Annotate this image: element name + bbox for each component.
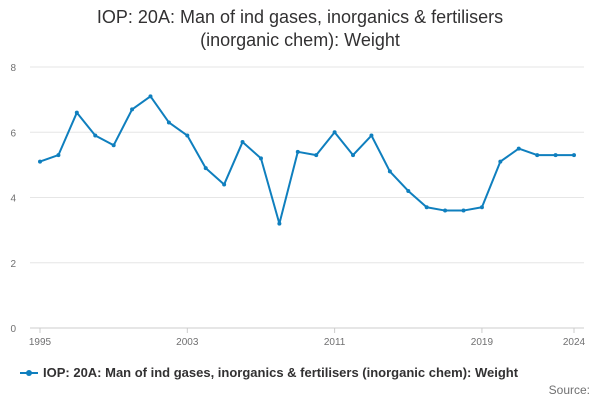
data-point [516, 146, 521, 151]
data-point [406, 188, 411, 193]
data-point [498, 159, 503, 164]
data-point [130, 107, 135, 112]
data-point [479, 205, 484, 210]
legend-swatch-dot [26, 369, 32, 376]
data-point [443, 208, 448, 213]
legend: IOP: 20A: Man of ind gases, inorganics &… [20, 365, 518, 380]
data-point [332, 130, 337, 135]
data-point [111, 143, 116, 148]
legend-swatch [20, 368, 38, 378]
y-tick-label: 4 [10, 194, 16, 205]
gridlines [30, 66, 584, 264]
y-tick-label: 6 [10, 128, 16, 139]
data-point [387, 169, 392, 174]
data-point [240, 140, 245, 145]
data-point [572, 153, 576, 158]
data-point [74, 110, 79, 115]
x-tick-label: 2019 [471, 337, 494, 348]
data-point [258, 156, 263, 161]
chart-title-line-2: (inorganic chem): Weight [200, 30, 400, 50]
data-point [166, 120, 171, 125]
y-tick-label: 0 [10, 324, 16, 335]
data-point [222, 182, 227, 187]
data-point [277, 221, 282, 226]
x-tick-labels: 1995 2003 2011 2019 2024 [29, 337, 586, 348]
data-point [424, 205, 429, 210]
data-point [185, 133, 190, 138]
y-tick-label: 8 [10, 63, 16, 74]
chart-title-line-1: IOP: 20A: Man of ind gases, inorganics &… [96, 7, 504, 27]
data-point [461, 208, 466, 213]
data-point [148, 94, 153, 99]
data-point [351, 153, 356, 158]
data-point [295, 149, 300, 154]
series-line [39, 95, 574, 225]
x-tick-label: 2003 [176, 337, 199, 348]
data-point [369, 133, 374, 138]
data-point [203, 166, 208, 171]
data-point [553, 153, 558, 158]
data-point [535, 153, 540, 158]
x-tick-label: 2011 [324, 337, 346, 348]
data-point [38, 159, 42, 164]
x-tick-label: 2024 [563, 337, 586, 348]
axes [30, 327, 584, 333]
data-point [93, 133, 98, 138]
source-label: Source: [548, 383, 590, 397]
chart-title: IOP: 20A: Man of ind gases, inorganics &… [0, 6, 600, 52]
legend-label: IOP: 20A: Man of ind gases, inorganics &… [43, 365, 519, 380]
y-tick-label: 2 [10, 259, 16, 270]
data-point [56, 153, 61, 158]
data-point [314, 153, 319, 158]
x-tick-label: 1995 [29, 337, 52, 348]
series [38, 94, 576, 226]
y-tick-labels: 0 2 4 6 8 [10, 63, 16, 335]
